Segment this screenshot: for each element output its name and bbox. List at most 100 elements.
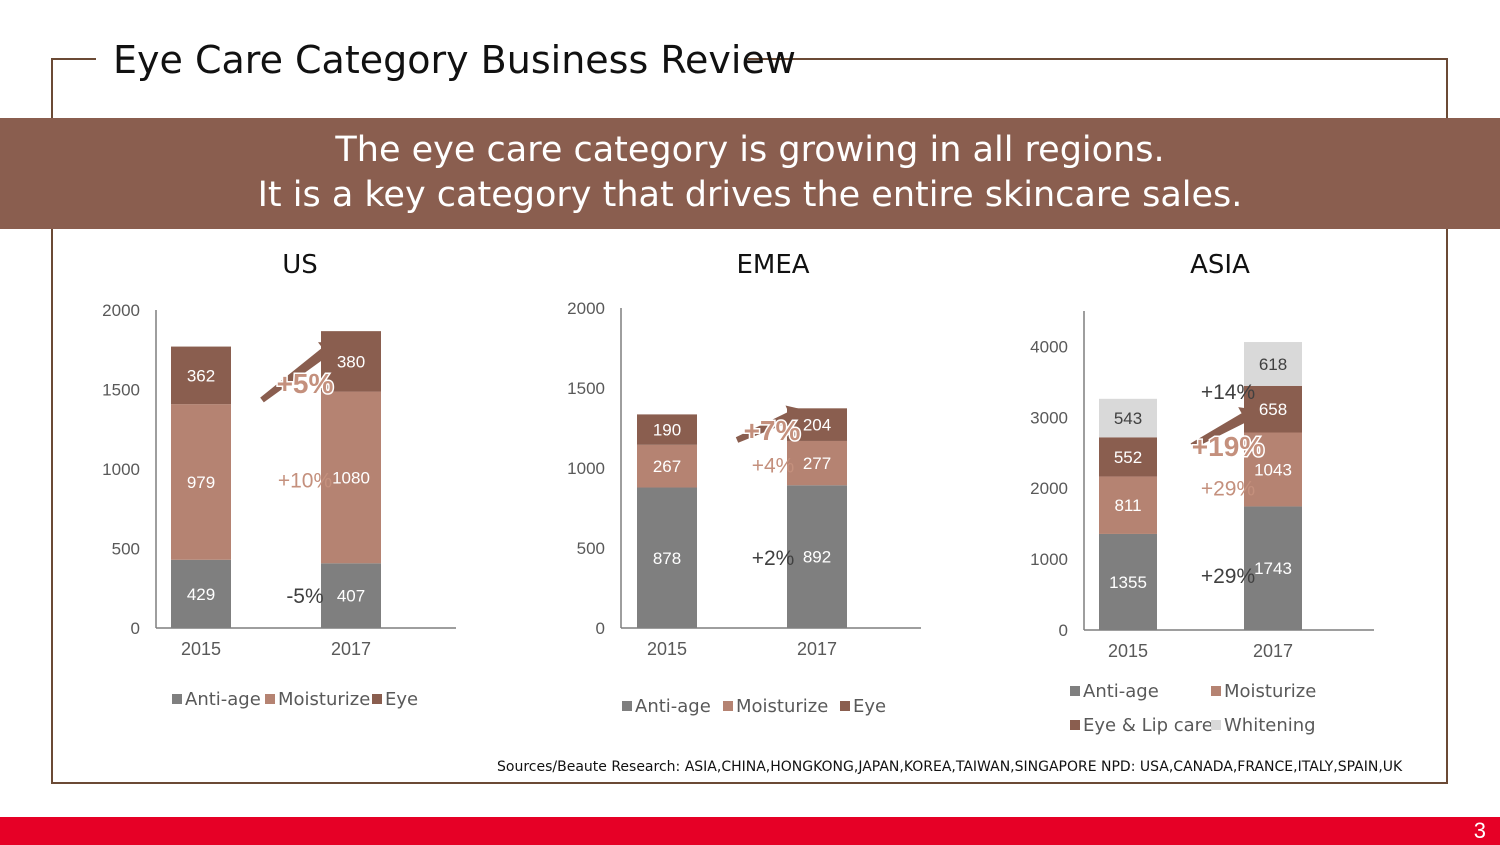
growth-annotation: +29% [1201,477,1255,500]
chart-title-asia: ASIA [1190,250,1250,280]
data-label: 979 [187,473,215,492]
legend-item: Anti-age [622,696,711,717]
growth-annotation: +29% [1201,565,1255,588]
legend-label: Anti-age [635,696,711,717]
key-message-banner: The eye care category is growing in all … [0,118,1500,229]
bar-segment [1244,342,1302,386]
growth-arrow-icon [1190,407,1258,449]
y-tick-label: 1000 [567,459,605,478]
legend-swatch [723,701,733,711]
data-label: 190 [653,421,681,440]
legend-item: Eye & Lip care [1070,715,1213,736]
chart-title-us: US [282,250,318,280]
data-label: 543 [1114,409,1142,428]
total-growth-label: +5% [277,368,334,399]
sources-note: Sources/Beaute Research: ASIA,CHINA,HONG… [497,759,1403,775]
legend-label: Whitening [1224,715,1316,736]
data-label: 1080 [332,468,370,487]
legend-label: Eye & Lip care [1083,715,1213,736]
legend-swatch [840,701,850,711]
data-label: 267 [653,457,681,476]
x-tick-label: 2017 [331,639,371,659]
legend-label: Anti-age [1083,681,1159,702]
growth-annotation: +2% [752,547,795,570]
x-tick-label: 2017 [1253,641,1293,661]
legend-label: Moisturize [278,689,371,710]
growth-annotation: +14% [1201,381,1255,404]
chart-title-emea: EMEA [736,250,810,280]
bar-segment [1099,437,1157,477]
y-tick-label: 4000 [1030,337,1068,356]
bar-segment [321,391,381,564]
bar-segment [787,440,847,486]
y-tick-label: 0 [596,619,605,638]
y-tick-label: 1000 [1030,550,1068,569]
y-tick-label: 2000 [102,301,140,320]
legend-label: Anti-age [185,689,261,710]
page-number: 3 [1473,818,1486,843]
y-tick-label: 2000 [567,299,605,318]
data-label: 429 [187,585,215,604]
legend-item: Moisturize [1211,681,1316,702]
legend-label: Moisturize [1224,681,1317,702]
data-label: 1043 [1254,460,1292,479]
slide-title: Eye Care Category Business Review [113,38,796,82]
y-tick-label: 1000 [102,460,140,479]
bar-segment [1099,476,1157,534]
legend-item: Moisturize [265,689,370,710]
slide-frame [51,58,1448,784]
x-tick-label: 2015 [181,639,221,659]
bar-segment [637,414,697,445]
data-label: 407 [337,587,365,606]
legend-item: Anti-age [172,689,261,710]
legend-swatch [1070,686,1080,696]
y-tick-label: 3000 [1030,408,1068,427]
title-mask [96,40,748,80]
legend-swatch [372,694,382,704]
legend-swatch [1211,720,1221,730]
data-label: 204 [803,416,831,435]
legend-label: Eye [385,689,419,710]
data-label: 1743 [1254,559,1292,578]
data-label: 277 [803,454,831,473]
total-growth-label: +7% [744,415,801,446]
y-tick-label: 2000 [1030,479,1068,498]
x-tick-label: 2015 [647,639,687,659]
bar-segment [637,444,697,488]
bar-segment [171,559,231,628]
legend-item: Moisturize [723,696,828,717]
legend-swatch [1070,720,1080,730]
bar-segment [1244,385,1302,433]
data-label: 618 [1259,355,1287,374]
legend-item: Anti-age [1070,681,1159,702]
bar-segment [1099,533,1157,630]
banner-line-1: The eye care category is growing in all … [335,130,1165,170]
x-tick-label: 2015 [1108,641,1148,661]
data-label: 811 [1114,496,1141,515]
legend-swatch [172,694,182,704]
data-label: 658 [1259,400,1287,419]
bar-segment [171,346,231,405]
data-label: 878 [653,549,681,568]
data-label: 892 [803,548,831,567]
growth-annotation: +10% [278,470,332,493]
data-label: 552 [1114,448,1142,467]
legend-label: Eye [853,696,887,717]
growth-arrow-icon [735,405,805,443]
legend-item: Eye [372,689,418,710]
data-label: 380 [337,352,365,371]
legend-item: Eye [840,696,886,717]
data-label: 362 [187,366,215,385]
y-tick-label: 1500 [567,379,605,398]
total-growth-label: +19% [1192,431,1264,462]
y-tick-label: 0 [131,619,140,638]
y-tick-label: 500 [577,539,605,558]
bar-segment [171,404,231,560]
bar-segment [1244,432,1302,507]
bar-segment [787,485,847,628]
y-tick-label: 0 [1059,621,1068,640]
legend-swatch [265,694,275,704]
bar-segment [637,487,697,628]
